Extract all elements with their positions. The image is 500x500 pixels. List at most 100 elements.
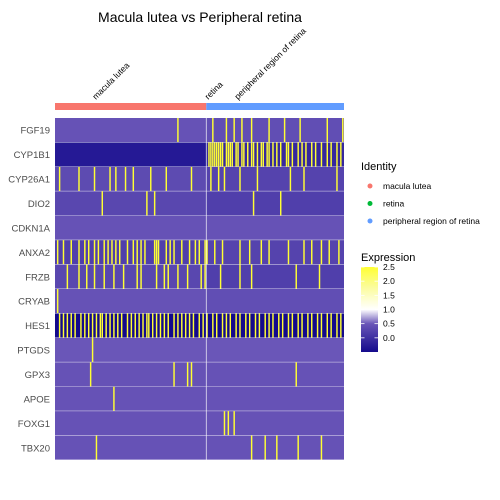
- heatmap-cell-high: [103, 240, 105, 265]
- heatmap-cell-high: [74, 313, 76, 338]
- expression-legend-title: Expression: [361, 252, 415, 264]
- heatmap-cell-high: [297, 435, 299, 460]
- heatmap-cell-high: [177, 118, 179, 143]
- heatmap-cell-high: [56, 289, 59, 314]
- heatmap-cell-high: [285, 142, 288, 167]
- heatmap-cell-high: [229, 142, 232, 167]
- heatmap-row-block: [55, 289, 207, 314]
- heatmap-cell-high: [181, 240, 183, 265]
- heatmap-cell-high: [268, 240, 270, 265]
- heatmap-cell-high: [70, 313, 72, 338]
- heatmap-cell-high: [138, 313, 140, 338]
- colorbar-tick-label: 0.5: [383, 319, 395, 329]
- heatmap-row-block: [206, 386, 344, 412]
- heatmap-cell-high: [200, 264, 202, 289]
- heatmap-cell-high: [78, 240, 80, 265]
- heatmap-cell-high: [66, 313, 69, 338]
- identity-legend-key: [367, 218, 373, 224]
- heatmap-cell-high: [151, 313, 154, 338]
- colorbar-tick-label: 2.0: [383, 276, 395, 286]
- heatmap-cell-high: [188, 313, 191, 338]
- heatmap-cell-high: [165, 166, 168, 192]
- gene-label: FGF19: [20, 126, 50, 137]
- heatmap-cell-high: [113, 264, 115, 289]
- identity-legend-label: macula lutea: [383, 181, 431, 191]
- heatmap-cell-high: [126, 240, 129, 265]
- heatmap-cell-high: [233, 118, 235, 143]
- heatmap-cell-high: [91, 313, 94, 338]
- heatmap-row-block: [55, 118, 207, 143]
- heatmap-cell-high: [155, 313, 158, 338]
- heatmap-cell-high: [225, 142, 228, 167]
- heatmap-cell-high: [159, 313, 162, 338]
- heatmap-cell-high: [272, 142, 274, 167]
- heatmap-cell-high: [278, 313, 280, 338]
- heatmap-cell-high: [301, 142, 303, 167]
- heatmap-row-block: [206, 289, 344, 314]
- heatmap-cell-high: [105, 313, 107, 338]
- heatmap-cell-high: [206, 313, 208, 338]
- heatmap-cell-high: [283, 118, 286, 143]
- gene-label: FOXG1: [18, 419, 50, 430]
- group-color-bar: macula lutea retina peripheral region of r…: [55, 26, 344, 110]
- heatmap-cell-high: [276, 435, 278, 460]
- heatmap-cell-high: [167, 313, 169, 338]
- heatmap-cell-high: [221, 142, 224, 167]
- heatmap-cell-high: [227, 142, 230, 167]
- heatmap-cell-high: [217, 166, 220, 192]
- heatmap-cell-high: [58, 166, 61, 192]
- heatmap-cell-high: [340, 313, 342, 338]
- heatmap-cell-high: [268, 313, 270, 338]
- legend: Identity macula lutea retina peripheral reg…: [361, 161, 480, 352]
- heatmap-cell-high: [225, 118, 228, 143]
- heatmap-cell-high: [169, 240, 171, 265]
- heatmap-cell-high: [301, 313, 303, 338]
- heatmap-cell-high: [227, 411, 230, 436]
- heatmap-cell-high: [122, 264, 125, 289]
- heatmap-row-block: [206, 118, 344, 143]
- heatmap-cell-high: [132, 166, 135, 192]
- heatmap-row-block: [55, 215, 207, 241]
- heatmap-cell-high: [342, 118, 344, 143]
- heatmap-cell-high: [109, 166, 111, 192]
- heatmap-cell-high: [84, 313, 86, 338]
- heatmap-cell-high: [311, 142, 313, 167]
- heatmap-cell-high: [115, 240, 117, 265]
- heatmap-cell-high: [252, 142, 255, 167]
- heatmap-row-block: [55, 191, 207, 216]
- gene-label: GPX3: [25, 370, 50, 381]
- heatmap-cell-high: [243, 142, 245, 167]
- heatmap-cell-high: [80, 313, 82, 338]
- identity-legend-label: retina: [383, 199, 405, 209]
- heatmap-cell-high: [239, 240, 241, 265]
- heatmap-cell-high: [163, 264, 166, 289]
- heatmap-cell-high: [204, 240, 206, 265]
- heatmap-cell-high: [184, 313, 187, 338]
- heatmap-cell-high: [256, 142, 259, 167]
- heatmap-cell-high: [287, 240, 290, 265]
- heatmap-cell-high: [214, 142, 216, 167]
- gene-label: TBX20: [21, 443, 50, 454]
- heatmap-cell-high: [212, 313, 214, 338]
- heatmap-cell-high: [326, 118, 328, 143]
- heatmap-cell-high: [95, 435, 98, 460]
- heatmap-cell-high: [340, 142, 342, 167]
- heatmap-cell-high: [194, 240, 197, 265]
- heatmap-cell-high: [70, 240, 72, 265]
- heatmap-cell-high: [157, 240, 160, 265]
- heatmap-cell-high: [186, 264, 189, 289]
- heatmap-cell-high: [93, 264, 96, 289]
- heatmap-cell-high: [330, 142, 332, 167]
- heatmap-cell-high: [248, 240, 251, 265]
- heatmap-cell-high: [307, 313, 309, 338]
- heatmap-cell-high: [150, 166, 152, 192]
- heatmap-row-block: [55, 240, 207, 265]
- heatmap-cell-high: [260, 240, 263, 265]
- heatmap-cell-high: [250, 118, 253, 143]
- heatmap-row-block: [206, 240, 344, 265]
- heatmap-cell-high: [101, 191, 104, 216]
- heatmap-cell-high: [78, 166, 80, 192]
- group-label: peripheral region of retina: [232, 26, 308, 102]
- heatmap-cell-high: [202, 313, 204, 338]
- group-label: macula lutea: [90, 60, 131, 101]
